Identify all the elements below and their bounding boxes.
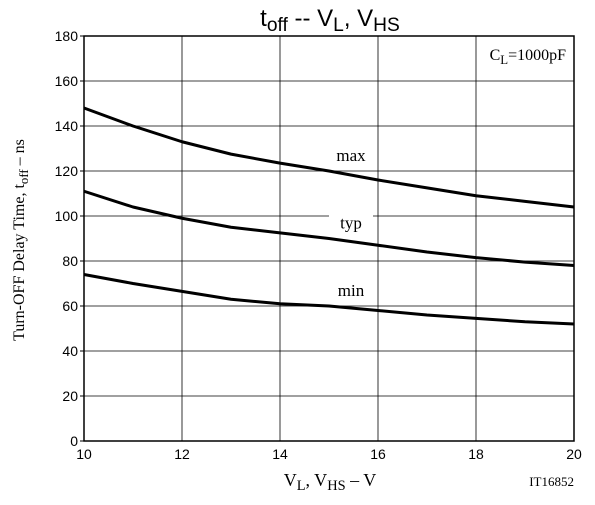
annotation-part: L	[500, 53, 508, 67]
x-tick-label: 20	[566, 446, 582, 462]
curve-label: typ	[340, 214, 362, 233]
x-axis-label-part: L	[297, 478, 306, 494]
curve-label: min	[338, 281, 365, 300]
x-tick-label: 16	[370, 446, 386, 462]
annotation: CL=1000pF	[490, 47, 567, 67]
annotation-part: =1000pF	[508, 47, 566, 64]
y-tick-label: 60	[62, 298, 78, 314]
y-tick-label: 100	[55, 208, 79, 224]
chart-title-part: HS	[373, 15, 400, 36]
chart-title-part: -- V	[288, 5, 333, 32]
y-tick-label: 180	[55, 28, 79, 44]
curve	[83, 106, 575, 209]
chart-title-part: L	[333, 15, 344, 36]
y-tick-label: 140	[55, 118, 79, 134]
x-tick-label: 12	[174, 446, 190, 462]
chart-title-part: , V	[344, 5, 373, 32]
chart-title-part: t	[260, 5, 267, 32]
y-tick-label: 80	[62, 253, 78, 269]
x-axis-label-part: , V	[306, 470, 328, 490]
chart-title: toff -- VL, VHS	[260, 5, 400, 36]
y-axis-label-part: off	[17, 169, 31, 184]
y-axis-label: Turn-OFF Delay Time, toff – ns	[11, 139, 31, 341]
x-tick-label: 14	[272, 446, 288, 462]
y-axis-label-part: – ns	[11, 139, 28, 169]
x-axis-label-part: V	[284, 470, 297, 490]
curve-label-bg	[329, 213, 373, 234]
y-tick-label: 120	[55, 163, 79, 179]
curve-label: max	[336, 146, 366, 165]
y-axis-label-part: Turn-OFF Delay Time, t	[11, 184, 28, 341]
plot-frame	[83, 35, 575, 442]
x-axis-label-part: HS	[327, 478, 345, 494]
chart-title-part: off	[267, 15, 289, 36]
y-tick-label: 160	[55, 73, 79, 89]
curve	[83, 189, 575, 267]
y-tick-label: 40	[62, 343, 78, 359]
curve-label-bg	[329, 281, 373, 301]
x-axis-label-part: – V	[346, 470, 377, 490]
curve	[83, 273, 575, 326]
annotation-part: C	[490, 47, 501, 64]
x-tick-label: 18	[468, 446, 484, 462]
y-tick-label: 0	[70, 433, 78, 449]
curve-label-bg	[329, 146, 373, 166]
x-tick-label: 10	[76, 446, 92, 462]
y-tick-label: 20	[62, 388, 78, 404]
figure-id: IT16852	[529, 474, 574, 489]
x-axis-label: VL, VHS – V	[284, 470, 377, 494]
